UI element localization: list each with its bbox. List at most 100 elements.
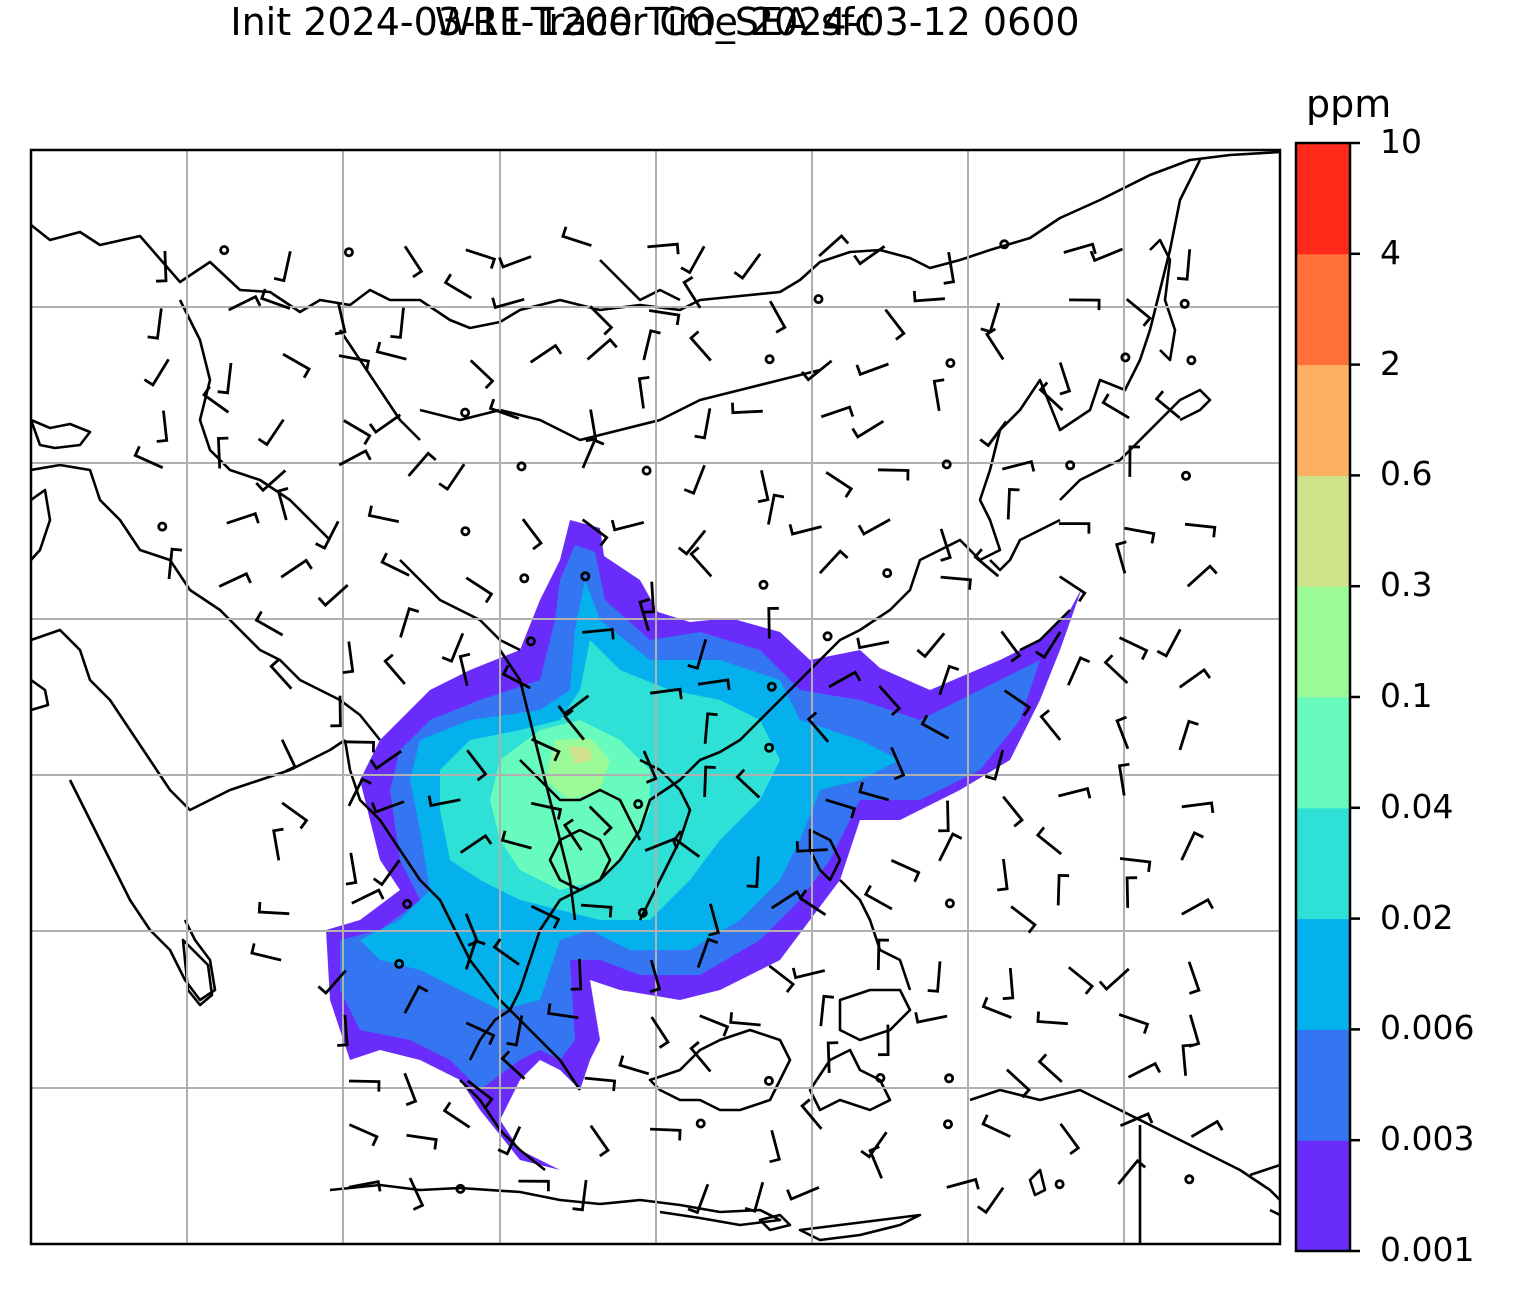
calm-wind-marker — [813, 294, 824, 305]
wind-barb — [1154, 390, 1181, 419]
colorbar — [1294, 141, 1360, 1253]
wind-barb — [876, 938, 889, 971]
wind-barb — [786, 1186, 820, 1201]
wind-barb — [465, 1021, 496, 1046]
wind-barb — [530, 801, 563, 820]
wind-barb — [585, 409, 598, 443]
wind-barb — [1010, 905, 1037, 934]
wind-barb — [257, 418, 285, 447]
wind-barb — [580, 903, 613, 918]
wind-barb — [255, 469, 287, 493]
wind-barb — [938, 832, 963, 862]
wind-barb — [330, 695, 342, 728]
wind-barb — [1127, 1061, 1162, 1079]
wind-barb — [491, 297, 525, 310]
colorbar-segment — [1296, 807, 1350, 920]
wind-barb — [464, 939, 486, 970]
colorbar-tick-label: 0.04 — [1380, 786, 1454, 826]
calm-wind-marker — [758, 579, 769, 590]
wind-barb — [368, 413, 402, 435]
wind-barb — [680, 245, 706, 275]
colorbar-unit-label: ppm — [1306, 82, 1392, 126]
wind-barb — [729, 1012, 761, 1027]
wind-barb — [408, 1177, 425, 1211]
wind-barb — [1176, 249, 1192, 281]
calm-wind-marker — [641, 465, 652, 476]
wind-barb — [1115, 715, 1130, 750]
colorbar-segment — [1296, 586, 1350, 698]
wind-barb — [981, 996, 1012, 1019]
wind-barb — [348, 1123, 379, 1147]
wind-barb — [638, 597, 651, 632]
wind-barb — [280, 558, 313, 579]
wind-barb — [1181, 1043, 1194, 1076]
wind-barb — [269, 658, 293, 690]
wind-barb — [644, 837, 679, 852]
wind-barb — [997, 858, 1009, 892]
wind-barb — [1103, 654, 1129, 685]
wind-barb — [500, 1050, 526, 1080]
wind-barb — [257, 901, 290, 916]
wind-barb — [689, 1040, 712, 1073]
wind-barb — [441, 632, 465, 664]
wind-barb — [1002, 967, 1015, 1001]
wind-barb — [399, 606, 420, 638]
wind-barb — [1005, 1068, 1031, 1099]
calm-wind-marker — [455, 1183, 466, 1194]
wind-barb — [1058, 362, 1072, 396]
wind-barb — [589, 305, 614, 336]
wind-barb — [369, 750, 402, 771]
calm-wind-marker — [695, 1118, 706, 1129]
wind-barb — [1117, 1158, 1147, 1185]
colorbar-tick-label: 10 — [1380, 122, 1422, 161]
gridlines — [31, 150, 1280, 1244]
calm-wind-marker — [764, 354, 775, 365]
wind-barb — [689, 546, 713, 578]
wind-barb — [938, 800, 950, 833]
wind-barb — [788, 523, 822, 536]
wind-barb — [851, 420, 885, 439]
wind-barb — [501, 664, 531, 690]
wind-barb — [860, 1131, 888, 1159]
wind-barb — [1186, 564, 1218, 588]
wind-barb — [857, 518, 891, 536]
calm-wind-marker — [343, 247, 354, 258]
calm-wind-marker — [944, 1073, 955, 1084]
wind-barb — [1119, 857, 1152, 873]
wind-barb — [1067, 966, 1095, 995]
wind-barb — [1067, 655, 1091, 686]
wind-barb — [683, 464, 706, 496]
wind-barb — [932, 378, 945, 412]
colorbar-segment — [1296, 475, 1350, 587]
wind-barb — [863, 884, 893, 911]
wind-barb — [442, 1101, 471, 1129]
wind-barb — [380, 552, 410, 577]
wind-barb — [156, 410, 169, 443]
wind-barb — [984, 327, 1005, 361]
wind-barb — [1037, 1053, 1063, 1083]
wind-barb — [281, 801, 309, 830]
wind-barb — [1098, 967, 1130, 991]
wind-barb — [979, 420, 1008, 448]
wind-barb — [916, 632, 946, 659]
wind-barb — [939, 528, 952, 562]
wind-barb — [677, 529, 707, 556]
wind-barb — [529, 343, 563, 364]
wind-barb — [650, 1016, 670, 1049]
wind-barb — [518, 1179, 550, 1192]
calm-wind-marker — [941, 459, 952, 470]
calm-wind-marker — [882, 568, 893, 579]
wind-barb — [687, 1183, 710, 1215]
wind-barb — [890, 746, 906, 781]
wind-barb — [492, 938, 520, 966]
wind-barb — [383, 653, 406, 685]
wind-barb — [155, 250, 168, 283]
colorbar-tick-label: 0.001 — [1380, 1230, 1475, 1269]
wind-barb — [348, 1179, 382, 1192]
wind-barb — [708, 903, 721, 937]
wind-barb — [733, 252, 762, 281]
calm-wind-marker — [1065, 460, 1076, 471]
wind-barb — [1002, 795, 1024, 828]
colorbar-segment — [1296, 143, 1350, 255]
wind-barb — [228, 294, 262, 312]
